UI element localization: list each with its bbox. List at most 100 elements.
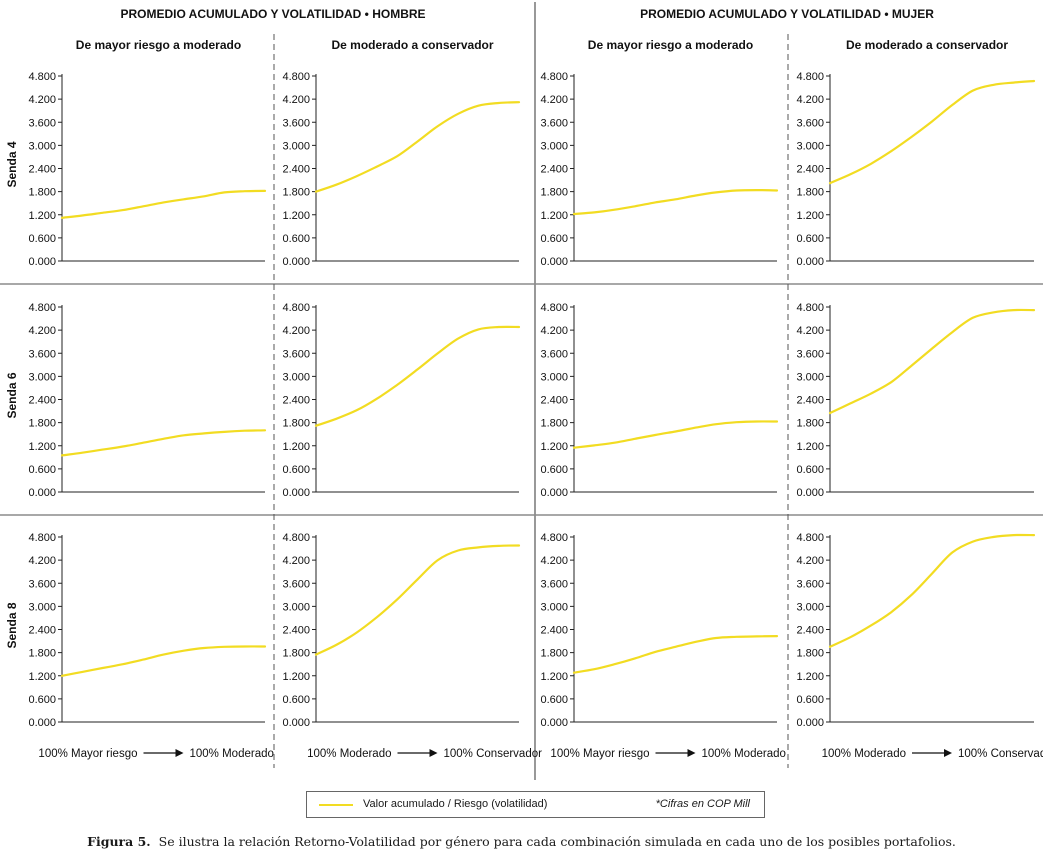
y-tick-label: 3.000 xyxy=(796,601,824,613)
y-tick-label: 4.200 xyxy=(282,94,310,106)
y-tick-label: 3.600 xyxy=(282,348,310,360)
figure-caption: Figura 5. Se ilustra la relación Retorno-… xyxy=(0,834,1043,849)
y-tick-label: 1.200 xyxy=(796,671,824,683)
arrow-head-icon xyxy=(944,749,952,757)
y-tick-label: 1.200 xyxy=(540,441,568,453)
y-tick-label: 4.200 xyxy=(28,325,56,337)
y-tick-label: 1.200 xyxy=(540,671,568,683)
y-tick-label: 0.600 xyxy=(540,233,568,245)
y-tick-label: 4.800 xyxy=(540,302,568,314)
y-tick-label: 4.200 xyxy=(282,325,310,337)
y-tick-label: 2.400 xyxy=(796,625,824,637)
panel-r2-c0: 0.000 0.600 1.200 1.800 2.400 3.000 3.600 4.200… xyxy=(28,532,267,729)
y-tick-label: 4.800 xyxy=(282,302,310,314)
subheader-hombre-moderado-conservador: De moderado a conservador xyxy=(331,38,493,52)
legend: Valor acumulado / Riesgo (volatilidad) *… xyxy=(306,791,765,818)
y-tick-label: 4.800 xyxy=(540,71,568,83)
y-tick-label: 4.200 xyxy=(540,325,568,337)
y-tick-label: 1.200 xyxy=(28,210,56,222)
y-tick-label: 1.200 xyxy=(540,210,568,222)
arrow-head-icon xyxy=(687,749,696,757)
y-tick-label: 4.800 xyxy=(282,71,310,83)
y-tick-label: 4.200 xyxy=(796,555,824,567)
x-caption-from: 100% Moderado xyxy=(307,748,391,760)
y-tick-label: 2.400 xyxy=(282,395,310,407)
y-tick-label: 1.800 xyxy=(540,418,568,430)
panel-r0-c3: 0.000 0.600 1.200 1.800 2.400 3.000 3.600 4.200… xyxy=(796,71,1036,268)
y-tick-label: 1.200 xyxy=(28,671,56,683)
y-tick-label: 4.800 xyxy=(28,302,56,314)
x-caption-from: 100% Mayor riesgo xyxy=(38,748,137,760)
y-tick-label: 3.000 xyxy=(28,371,56,383)
y-tick-label: 3.600 xyxy=(540,578,568,590)
y-tick-label: 0.000 xyxy=(28,256,56,268)
panel-r2-c1: 0.000 0.600 1.200 1.800 2.400 3.000 3.600 4.200… xyxy=(282,532,521,729)
y-tick-label: 1.800 xyxy=(796,648,824,660)
legend-label: Valor acumulado / Riesgo (volatilidad) xyxy=(363,798,548,810)
y-tick-label: 2.400 xyxy=(28,625,56,637)
y-tick-label: 0.600 xyxy=(282,464,310,476)
y-tick-label: 2.400 xyxy=(540,625,568,637)
y-tick-label: 3.000 xyxy=(28,601,56,613)
caption-text: Se ilustra la relación Retorno-Volatilid… xyxy=(158,834,956,849)
y-tick-label: 2.400 xyxy=(540,395,568,407)
y-tick-label: 3.000 xyxy=(540,601,568,613)
y-tick-label: 4.800 xyxy=(796,302,824,314)
legend-line-swatch xyxy=(319,804,353,806)
y-tick-label: 3.600 xyxy=(540,348,568,360)
series-line xyxy=(60,189,267,219)
series-line xyxy=(828,79,1036,185)
y-tick-label: 1.800 xyxy=(282,187,310,199)
y-tick-label: 4.200 xyxy=(28,94,56,106)
y-tick-label: 3.600 xyxy=(540,117,568,129)
y-tick-label: 1.200 xyxy=(796,210,824,222)
series-line xyxy=(572,635,779,674)
series-line xyxy=(60,645,267,677)
y-tick-label: 3.600 xyxy=(282,117,310,129)
x-axis-captions: 100% Mayor riesgo 100% Moderado 100% Moder… xyxy=(38,748,1043,760)
y-tick-label: 4.200 xyxy=(796,94,824,106)
y-tick-label: 1.800 xyxy=(28,648,56,660)
y-tick-label: 0.000 xyxy=(540,717,568,729)
series-line xyxy=(314,101,521,193)
row-label-senda-4: Senda 4 xyxy=(5,141,19,187)
y-tick-label: 1.800 xyxy=(540,187,568,199)
y-tick-label: 0.600 xyxy=(282,694,310,706)
x-caption-1: 100% Mayor riesgo 100% Moderado xyxy=(38,748,273,760)
y-tick-label: 4.200 xyxy=(540,94,568,106)
y-tick-label: 0.600 xyxy=(282,233,310,245)
y-tick-label: 4.800 xyxy=(796,71,824,83)
series-line xyxy=(572,188,779,216)
y-tick-label: 0.600 xyxy=(540,464,568,476)
y-tick-label: 1.800 xyxy=(796,418,824,430)
y-tick-label: 2.400 xyxy=(282,164,310,176)
panel-r0-c1: 0.000 0.600 1.200 1.800 2.400 3.000 3.600 4.200… xyxy=(282,71,521,268)
y-tick-label: 0.600 xyxy=(796,464,824,476)
y-tick-label: 0.600 xyxy=(28,233,56,245)
y-tick-label: 2.400 xyxy=(540,164,568,176)
series-line xyxy=(572,420,779,449)
panel-r0-c2: 0.000 0.600 1.200 1.800 2.400 3.000 3.600 4.200… xyxy=(540,71,779,268)
y-tick-label: 3.000 xyxy=(796,371,824,383)
y-tick-label: 4.800 xyxy=(540,532,568,544)
y-tick-label: 4.200 xyxy=(28,555,56,567)
units-note: *Cifras en COP Mill xyxy=(655,798,750,810)
panel-r1-c2: 0.000 0.600 1.200 1.800 2.400 3.000 3.600 4.200… xyxy=(540,302,779,499)
y-tick-label: 3.600 xyxy=(28,348,56,360)
y-tick-label: 3.000 xyxy=(282,601,310,613)
subheader-mujer-riesgo-moderado: De mayor riesgo a moderado xyxy=(588,38,753,52)
row-label-senda-8: Senda 8 xyxy=(5,602,19,648)
y-tick-label: 1.800 xyxy=(796,187,824,199)
y-tick-label: 3.000 xyxy=(796,140,824,152)
x-caption-from: 100% Mayor riesgo xyxy=(550,748,649,760)
column-header-mujer: PROMEDIO ACUMULADO Y VOLATILIDAD • MUJER xyxy=(640,7,934,21)
panel-r0-c0: 0.000 0.600 1.200 1.800 2.400 3.000 3.600 4.200… xyxy=(28,71,267,268)
y-tick-label: 0.000 xyxy=(796,487,824,499)
panel-r1-c1: 0.000 0.600 1.200 1.800 2.400 3.000 3.600 4.200… xyxy=(282,302,521,499)
series-line xyxy=(828,533,1036,648)
y-tick-label: 2.400 xyxy=(796,164,824,176)
x-caption-to: 100% Moderado xyxy=(190,748,274,760)
y-tick-label: 4.800 xyxy=(282,532,310,544)
panel-r2-c3: 0.000 0.600 1.200 1.800 2.400 3.000 3.600 4.200… xyxy=(796,532,1036,729)
y-tick-label: 0.000 xyxy=(282,256,310,268)
